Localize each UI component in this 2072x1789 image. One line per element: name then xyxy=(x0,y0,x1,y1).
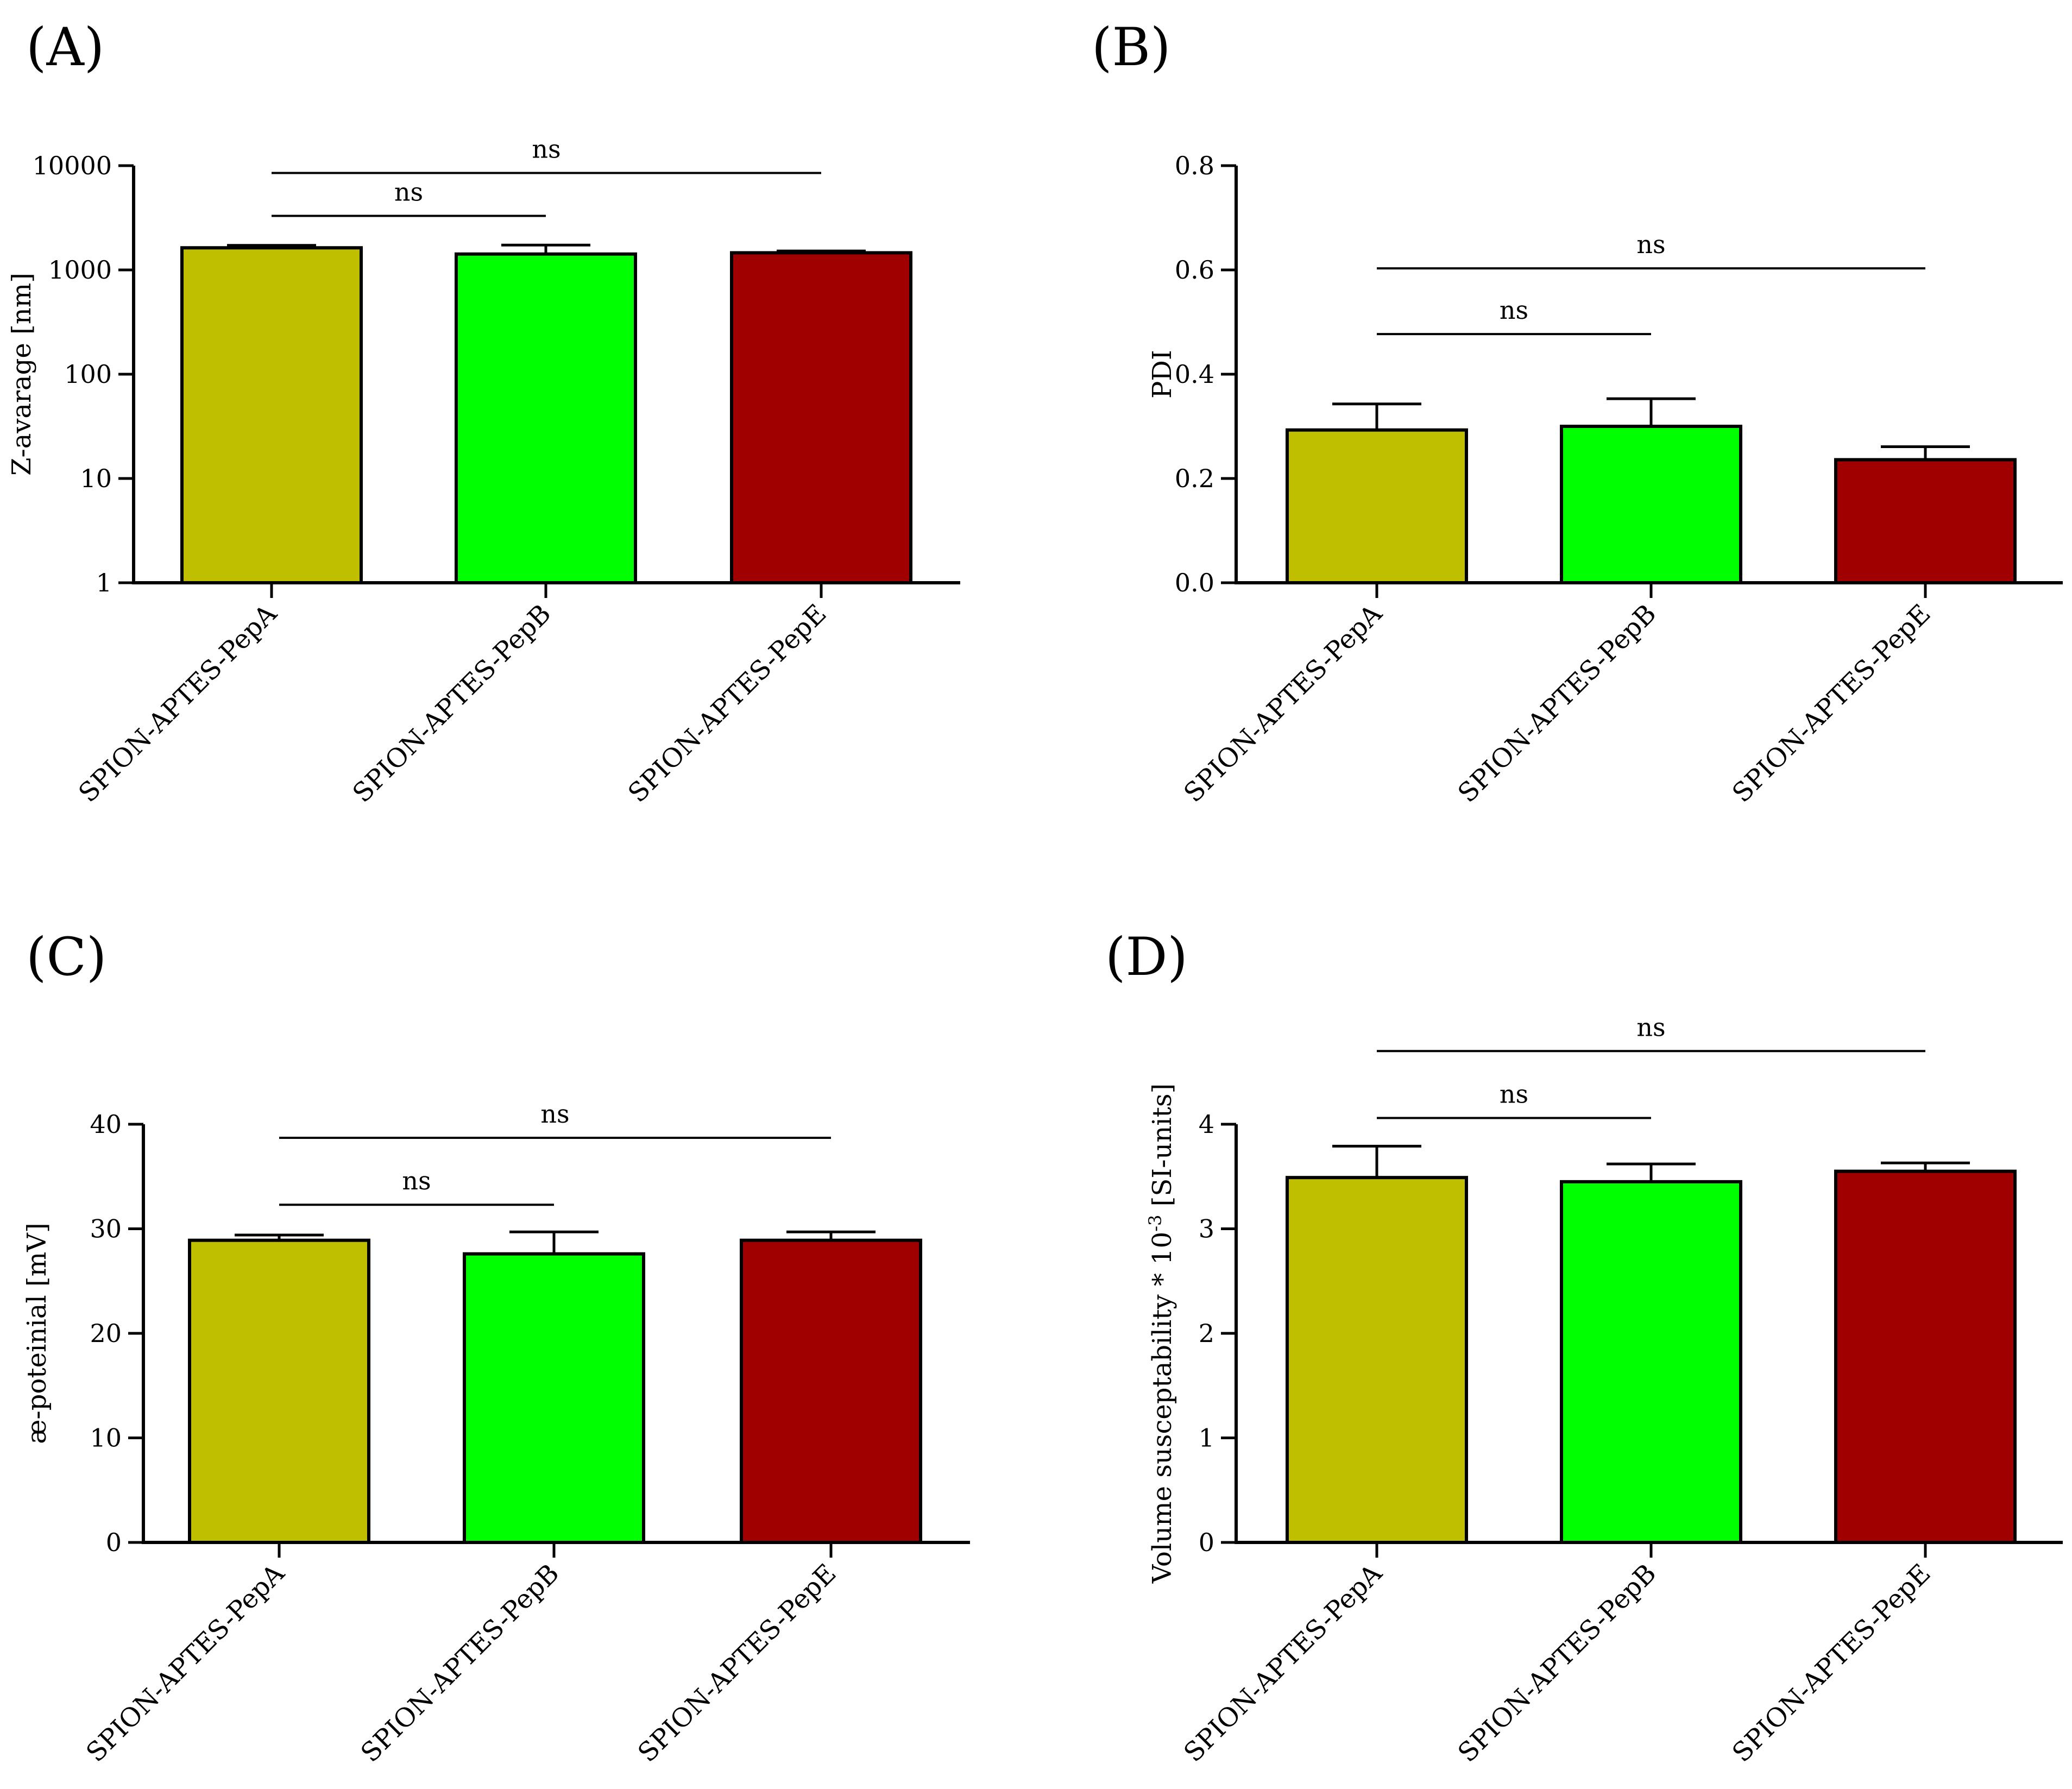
y-tick-label: 10 xyxy=(90,1423,122,1453)
bar-spion-aptes-pepa xyxy=(1286,1176,1468,1545)
panel-label: (C) xyxy=(26,927,106,987)
significance-label: ns xyxy=(1636,230,1665,259)
y-tick-label: 0.0 xyxy=(1175,568,1214,597)
y-axis-title: Z-avarage [nm] xyxy=(7,273,37,476)
y-tick-label: 1 xyxy=(1199,1423,1214,1453)
chart-panel-a: (A) 1 10 100 1000 10000 Z-avarage [nm] SPION-AP… xyxy=(7,17,960,809)
chart-panel-d: (D) 0 1 2 3 4 Volume susceptability * 10-3 [SI… xyxy=(1105,927,2063,1768)
y-tick-label: 40 xyxy=(90,1110,122,1139)
y-tick-label: 3 xyxy=(1199,1214,1214,1244)
x-category-label: SPION-APTES-PepB xyxy=(355,1558,565,1768)
bar-spion-aptes-pepb xyxy=(455,252,637,585)
bar-spion-aptes-pepb xyxy=(463,1252,645,1544)
y-axis-title-superscript: -3 xyxy=(1145,1215,1166,1232)
bar-spion-aptes-pepe xyxy=(1834,1169,2017,1544)
chart-panel-c: (C) 0 10 20 30 40 æ-poteinial [mV] SPION-APTES-… xyxy=(22,927,970,1768)
y-axis-title-main: Volume susceptability * 10 xyxy=(1147,1232,1177,1584)
x-category-label: SPION-APTES-PepA xyxy=(1178,1558,1388,1768)
y-tick-label: 4 xyxy=(1199,1110,1214,1139)
x-category-label: SPION-APTES-PepA xyxy=(1178,598,1388,808)
x-category-label: SPION-APTES-PepE xyxy=(632,1558,842,1768)
bar-spion-aptes-pepa xyxy=(180,246,363,584)
x-category-label: SPION-APTES-PepA xyxy=(80,1558,291,1768)
y-axis-title: PDI xyxy=(1147,350,1177,399)
x-category-label: SPION-APTES-PepE xyxy=(1727,1558,1937,1768)
y-axis-title-units: [SI-units] xyxy=(1147,1084,1177,1215)
y-tick-label: 0 xyxy=(1199,1528,1214,1557)
y-tick-label: 100 xyxy=(64,360,112,389)
significance-label: ns xyxy=(540,1099,569,1129)
panel-label: (D) xyxy=(1105,927,1188,987)
y-tick-label: 1000 xyxy=(48,255,112,285)
y-tick-label: 0.4 xyxy=(1175,360,1214,389)
y-tick-label: 0.2 xyxy=(1175,464,1214,493)
significance-label: ns xyxy=(1500,295,1528,325)
x-category-label: SPION-APTES-PepE xyxy=(622,599,833,809)
bar-spion-aptes-pepe xyxy=(740,1238,922,1545)
y-tick-label: 2 xyxy=(1199,1319,1214,1348)
y-tick-label: 0.6 xyxy=(1175,255,1214,285)
y-tick-label: 1 xyxy=(96,568,112,597)
panel-label: (B) xyxy=(1092,17,1170,78)
y-tick-label: 10000 xyxy=(33,151,112,180)
x-category-label: SPION-APTES-PepE xyxy=(1727,599,1937,809)
x-category-label: SPION-APTES-PepB xyxy=(1452,1558,1662,1768)
y-tick-label: 10 xyxy=(80,464,112,493)
bar-spion-aptes-pepb xyxy=(1560,425,1742,584)
significance-label: ns xyxy=(394,177,423,206)
y-tick-label: 0 xyxy=(106,1528,122,1557)
bar-spion-aptes-pepa xyxy=(188,1238,370,1545)
significance-label: ns xyxy=(402,1166,431,1195)
chart-panel-b: (B) 0.0 0.2 0.4 0.6 0.8 PDI SPION-APTES-PepA SPI… xyxy=(1092,17,2063,809)
bar-spion-aptes-pepe xyxy=(730,251,912,584)
y-tick-label: 20 xyxy=(90,1319,122,1348)
y-tick-label: 30 xyxy=(90,1214,122,1244)
panel-label: (A) xyxy=(26,17,104,78)
bar-spion-aptes-pepe xyxy=(1834,458,2017,584)
x-category-label: SPION-APTES-PepA xyxy=(73,598,283,808)
significance-label: ns xyxy=(1636,1012,1665,1042)
significance-label: ns xyxy=(532,135,560,164)
bar-spion-aptes-pepa xyxy=(1286,428,1468,584)
bar-spion-aptes-pepb xyxy=(1560,1180,1742,1544)
y-axis-title: Volume susceptability * 10-3 [SI-units] xyxy=(1145,1084,1177,1584)
significance-label: ns xyxy=(1500,1079,1528,1108)
y-tick-label: 0.8 xyxy=(1175,151,1214,180)
x-category-label: SPION-APTES-PepB xyxy=(1452,599,1662,809)
x-category-label: SPION-APTES-PepB xyxy=(347,599,557,809)
y-axis-title: æ-poteinial [mV] xyxy=(22,1223,52,1444)
